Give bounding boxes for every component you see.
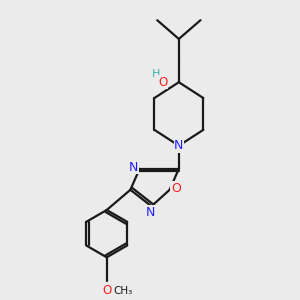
Text: CH₃: CH₃ <box>113 286 132 296</box>
Text: O: O <box>102 284 111 297</box>
Text: N: N <box>146 206 156 218</box>
Text: O: O <box>158 76 168 89</box>
Text: O: O <box>171 182 181 195</box>
Text: N: N <box>174 139 184 152</box>
Text: H: H <box>152 69 160 80</box>
Text: N: N <box>129 161 138 174</box>
